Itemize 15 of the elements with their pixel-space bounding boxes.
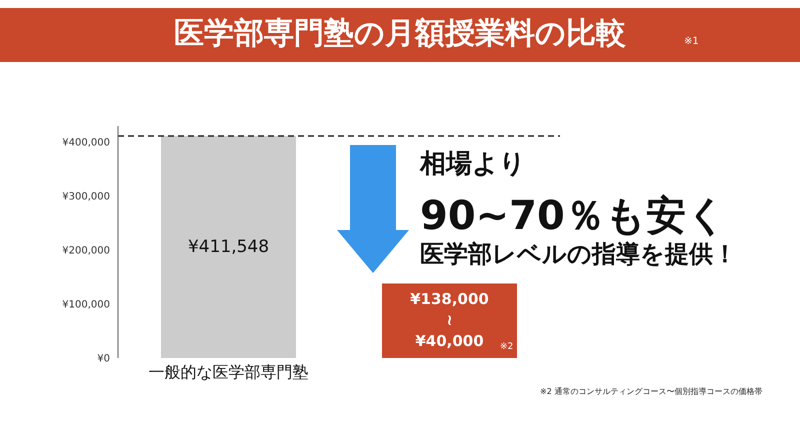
y-tick-label: ¥400,000 bbox=[62, 138, 110, 149]
text: ※2 通常のコンサルティングコース〜個別指導コースの価格帯 bbox=[540, 386, 762, 397]
y-tick-label: ¥0 bbox=[97, 354, 110, 365]
annotation: 医学部レベルの指導を提供！ bbox=[420, 239, 737, 270]
annotation: 相場より bbox=[420, 148, 526, 181]
annotation: ※2 bbox=[500, 342, 514, 352]
text: ※1 bbox=[684, 36, 699, 47]
chart-title: 医学部専門塾の月額授業料の比較 bbox=[174, 16, 626, 51]
y-tick-label: ¥300,000 bbox=[62, 192, 110, 203]
data-label: ¥138,000 ≀ ¥40,000 bbox=[410, 290, 489, 350]
data-label: ¥411,548 bbox=[188, 236, 270, 257]
y-tick-label: ¥200,000 bbox=[62, 246, 110, 257]
y-tick-label: ¥100,000 bbox=[62, 300, 110, 311]
annotation: 90~70％も安く bbox=[420, 193, 727, 239]
x-tick-label: 一般的な医学部専門塾 bbox=[148, 362, 308, 382]
